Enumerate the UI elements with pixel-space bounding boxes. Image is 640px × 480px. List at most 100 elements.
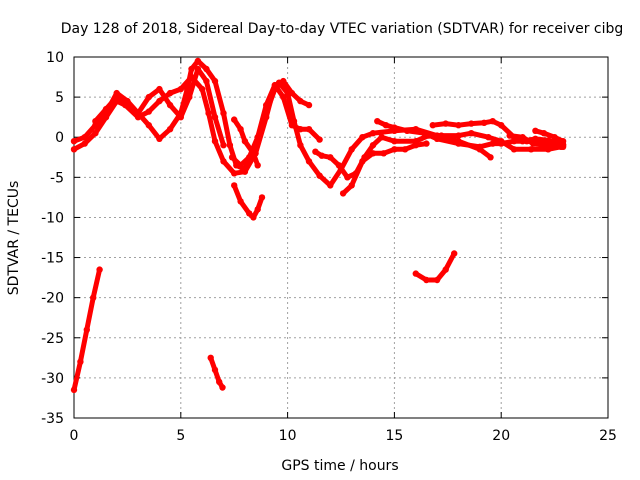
data-point (188, 65, 195, 73)
data-point (280, 93, 287, 101)
data-point (250, 150, 257, 157)
data-point (237, 198, 244, 205)
data-point (429, 122, 436, 129)
data-point (166, 126, 174, 133)
data-point (369, 142, 377, 149)
data-point (442, 266, 449, 273)
data-point (423, 140, 430, 147)
data-point (90, 294, 97, 301)
data-point (156, 85, 163, 93)
series-track-3 (92, 65, 227, 149)
y-tick-label: -35 (41, 411, 64, 427)
data-point (401, 146, 409, 153)
data-point (134, 110, 142, 117)
data-point (297, 142, 304, 149)
data-point (412, 270, 419, 277)
x-tick-label: 5 (176, 428, 185, 444)
data-point (231, 170, 238, 177)
data-point (545, 146, 552, 153)
data-point (228, 154, 236, 161)
data-point (451, 250, 458, 257)
data-point (468, 130, 475, 137)
chart-title: Day 128 of 2018, Sidereal Day-to-day VTE… (61, 21, 624, 37)
data-point (412, 142, 419, 149)
y-axis-title: SDTVAR / TECUs (6, 181, 22, 296)
data-point (378, 134, 385, 141)
data-point (391, 146, 398, 153)
data-point (250, 214, 257, 221)
data-point (145, 122, 152, 129)
data-point (312, 148, 319, 155)
data-point (433, 135, 441, 142)
data-point (241, 138, 249, 145)
data-point (199, 85, 206, 93)
data-point (81, 140, 88, 147)
data-point (177, 114, 184, 121)
data-point (92, 118, 99, 125)
data-point (335, 162, 343, 169)
data-point (551, 142, 558, 149)
x-tick-label: 0 (70, 428, 79, 444)
data-point (237, 162, 244, 169)
data-point (468, 120, 475, 127)
data-point (527, 146, 535, 153)
data-point (316, 136, 323, 143)
data-point (145, 108, 152, 115)
y-tick-label: -10 (41, 210, 64, 226)
x-axis-title: GPS time / hours (281, 458, 398, 474)
plot-frame (73, 56, 609, 419)
data-point (359, 158, 366, 165)
data-point (297, 126, 304, 133)
data-point (530, 140, 537, 147)
data-point (316, 172, 323, 179)
data-point (476, 143, 483, 150)
y-tick-label: -5 (50, 170, 64, 186)
data-point (166, 101, 174, 109)
data-point (220, 158, 227, 165)
data-point (124, 101, 131, 109)
data-point (359, 134, 366, 141)
data-point (231, 182, 238, 189)
data-point (220, 142, 227, 149)
data-point (339, 190, 347, 197)
data-point (532, 127, 539, 134)
x-tick-label: 10 (279, 428, 297, 444)
data-point (166, 89, 174, 97)
data-point (305, 158, 313, 165)
data-point (348, 182, 355, 189)
data-point (421, 130, 428, 137)
data-point (96, 266, 103, 273)
data-point (211, 138, 219, 145)
data-point (380, 150, 387, 157)
data-point (382, 122, 390, 129)
data-point (344, 174, 351, 181)
data-point (391, 124, 398, 131)
data-point (194, 57, 202, 65)
data-point (487, 154, 494, 161)
data-point (254, 206, 261, 213)
series-line (208, 355, 225, 390)
data-point (327, 182, 334, 189)
data-point (369, 150, 377, 157)
data-point (81, 134, 88, 141)
data-point (532, 135, 539, 142)
data-point (83, 326, 91, 333)
data-point (545, 137, 552, 144)
series-line (71, 58, 323, 172)
y-tick-label: -25 (41, 331, 64, 347)
data-point (220, 110, 227, 117)
data-point (246, 154, 253, 161)
data-point (156, 135, 163, 142)
data-point (231, 116, 238, 123)
series-line (532, 128, 566, 144)
data-point (211, 114, 219, 121)
data-point (498, 122, 505, 129)
data-point (205, 110, 212, 117)
data-point (246, 210, 253, 217)
series-track-12 (532, 127, 567, 145)
data-point (102, 105, 110, 113)
data-series (70, 57, 567, 394)
data-point (113, 93, 120, 101)
data-point (540, 142, 548, 149)
data-point (226, 142, 234, 149)
